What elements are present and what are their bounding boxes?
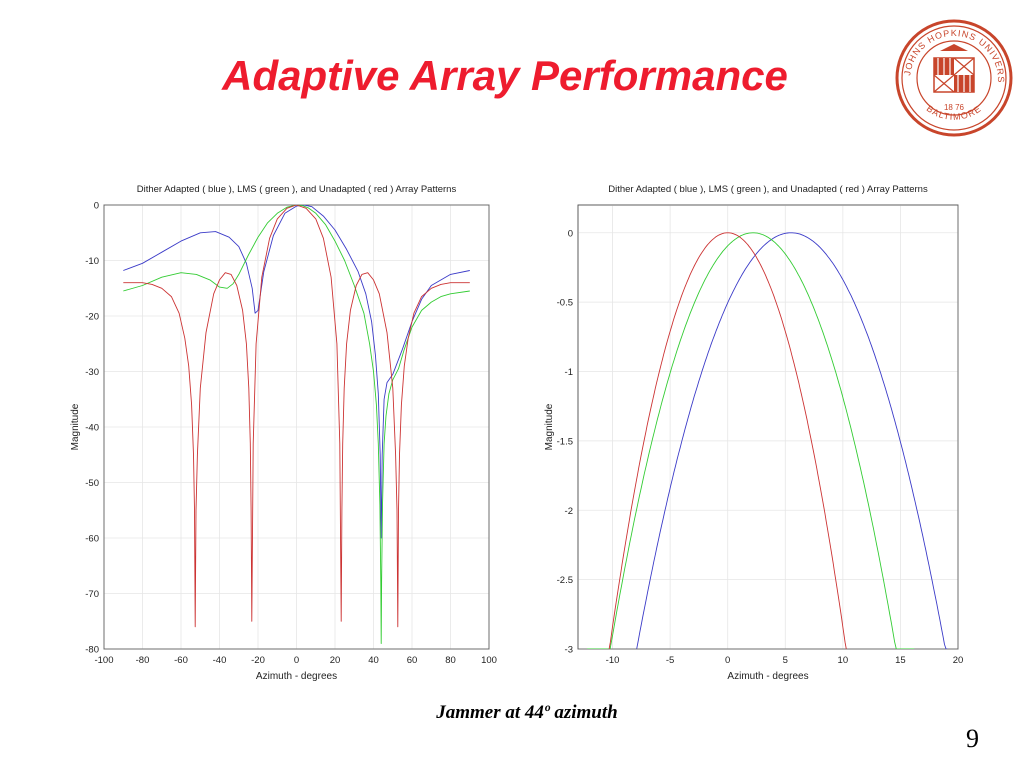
johns-hopkins-seal-icon: THE JOHNS HOPKINS UNIVERSITY BALTIMORE 1… — [894, 6, 1013, 137]
jammer-caption: Jammer at 44º azimuth — [436, 702, 618, 723]
x-tick-label: 20 — [330, 655, 341, 666]
y-tick-label: -2 — [565, 506, 573, 517]
svg-text:18 76: 18 76 — [944, 103, 965, 112]
y-tick-label: -3 — [565, 645, 573, 656]
x-tick-label: 15 — [895, 655, 906, 666]
y-tick-label: -30 — [85, 367, 99, 378]
y-tick-label: -1 — [565, 367, 573, 378]
chart-zoomed-pattern: Dither Adapted ( blue ), LMS ( green ), … — [544, 184, 964, 682]
y-tick-label: -50 — [85, 478, 99, 489]
series-line-lms — [123, 205, 470, 644]
y-tick-label: -1.5 — [557, 436, 573, 447]
x-axis-label: Azimuth - degrees — [727, 671, 808, 682]
y-tick-label: -70 — [85, 589, 99, 600]
y-tick-label: -20 — [85, 312, 99, 323]
chart-title: Dither Adapted ( blue ), LMS ( green ), … — [608, 184, 928, 195]
plot-frame — [577, 204, 959, 650]
chart-title: Dither Adapted ( blue ), LMS ( green ), … — [137, 184, 457, 195]
x-tick-label: -20 — [251, 655, 265, 666]
series-line-dither-adapted — [636, 232, 948, 649]
series-line-lms — [587, 232, 915, 649]
x-tick-label: -10 — [606, 655, 620, 666]
slide-title: Adaptive Array Performance — [222, 52, 788, 99]
y-tick-label: -10 — [85, 256, 99, 267]
x-tick-label: -60 — [174, 655, 188, 666]
x-tick-label: 40 — [368, 655, 379, 666]
x-tick-label: 20 — [953, 655, 964, 666]
series-group — [587, 232, 948, 649]
y-tick-label: 0 — [568, 228, 573, 239]
y-tick-label: -2.5 — [557, 575, 573, 586]
seal-graphic: THE JOHNS HOPKINS UNIVERSITY BALTIMORE 1… — [894, 6, 1013, 137]
y-tick-label: 0 — [94, 201, 99, 212]
x-tick-label: -40 — [213, 655, 227, 666]
series-line-unadapted — [123, 205, 470, 628]
x-axis-label: Azimuth - degrees — [256, 671, 337, 682]
y-tick-label: -0.5 — [557, 298, 573, 309]
x-tick-label: 80 — [445, 655, 456, 666]
x-tick-label: 5 — [783, 655, 788, 666]
x-tick-label: 100 — [481, 655, 497, 666]
y-axis-label: Magnitude — [70, 403, 81, 450]
x-tick-label: -100 — [94, 655, 113, 666]
y-axis-label: Magnitude — [544, 403, 555, 450]
series-line-unadapted — [608, 232, 847, 649]
plot-area — [577, 204, 959, 650]
y-tick-label: -80 — [85, 645, 99, 656]
x-tick-label: 0 — [294, 655, 299, 666]
x-tick-label: 60 — [407, 655, 418, 666]
y-tick-label: -60 — [85, 534, 99, 545]
series-group — [123, 205, 470, 644]
grid — [103, 204, 490, 650]
x-tick-label: -5 — [666, 655, 674, 666]
y-tick-label: -40 — [85, 423, 99, 434]
page-number: 9 — [966, 724, 979, 753]
x-tick-label: 10 — [838, 655, 849, 666]
chart-full-pattern: Dither Adapted ( blue ), LMS ( green ), … — [70, 184, 497, 682]
x-tick-label: -80 — [136, 655, 150, 666]
x-tick-label: 0 — [725, 655, 730, 666]
